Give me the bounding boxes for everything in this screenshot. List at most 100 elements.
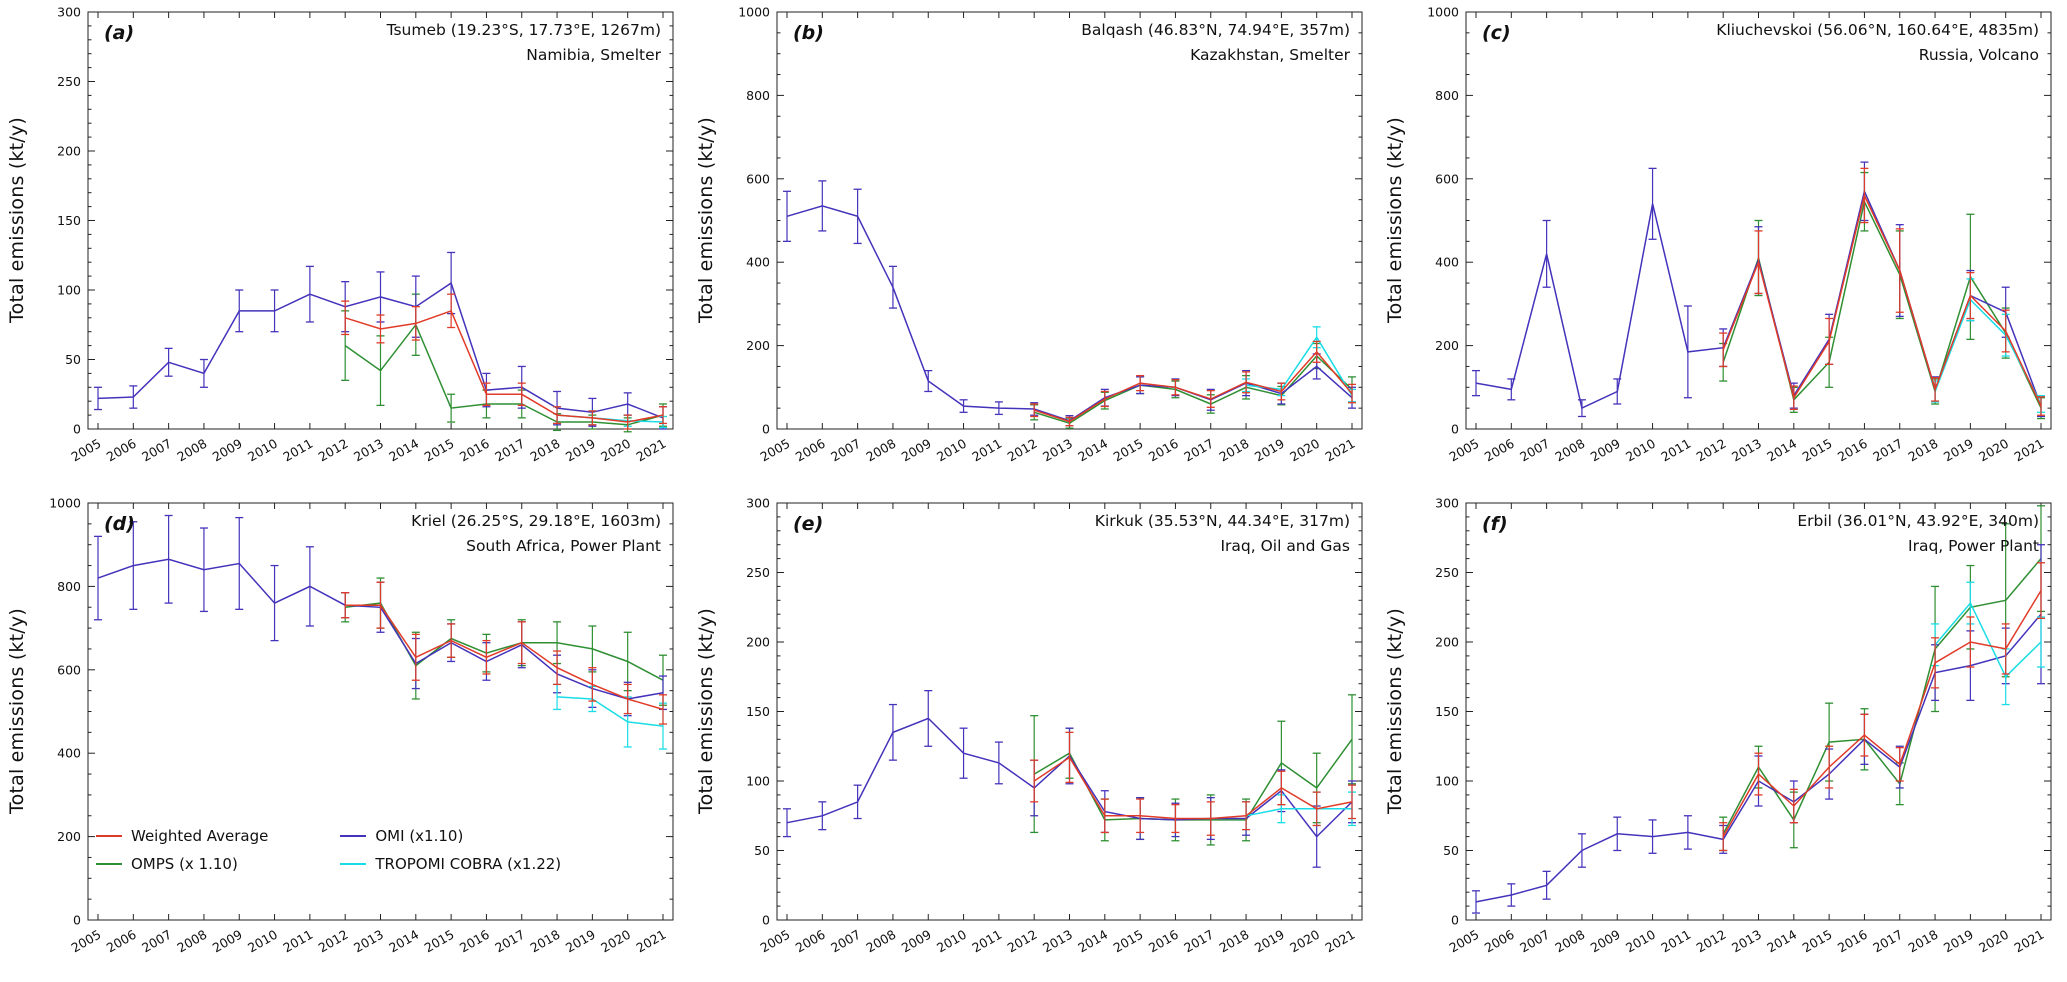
svg-text:2009: 2009 bbox=[210, 436, 245, 465]
svg-text:250: 250 bbox=[1435, 565, 1459, 580]
legend-label: OMI (x1.10) bbox=[375, 827, 464, 845]
svg-text:2011: 2011 bbox=[280, 927, 315, 956]
svg-text:2007: 2007 bbox=[828, 436, 863, 465]
svg-text:2005: 2005 bbox=[68, 436, 103, 465]
svg-text:2014: 2014 bbox=[386, 436, 421, 465]
svg-text:2014: 2014 bbox=[1075, 927, 1110, 956]
legend-label: OMPS (x 1.10) bbox=[131, 855, 238, 873]
site-name: Tsumeb (19.23°S, 17.73°E, 1267m) bbox=[386, 21, 661, 39]
svg-text:2017: 2017 bbox=[1870, 436, 1905, 465]
svg-text:2014: 2014 bbox=[1075, 436, 1110, 465]
svg-text:2015: 2015 bbox=[1111, 927, 1146, 956]
legend: Weighted Average OMPS (x 1.10) OMI (x1.1… bbox=[96, 827, 561, 873]
svg-text:2005: 2005 bbox=[757, 927, 792, 956]
svg-text:200: 200 bbox=[1435, 635, 1459, 650]
svg-text:2007: 2007 bbox=[1517, 927, 1552, 956]
svg-text:100: 100 bbox=[746, 774, 770, 789]
svg-text:50: 50 bbox=[65, 352, 81, 367]
svg-text:2010: 2010 bbox=[245, 436, 280, 465]
site-type: South Africa, Power Plant bbox=[466, 536, 661, 555]
svg-text:2006: 2006 bbox=[793, 436, 828, 465]
site-type: Namibia, Smelter bbox=[526, 45, 661, 64]
svg-text:2018: 2018 bbox=[528, 927, 563, 956]
svg-text:0: 0 bbox=[73, 422, 81, 437]
svg-text:100: 100 bbox=[57, 283, 81, 298]
panel-title: Balqash (46.83°N, 74.94°E, 357m) Kazakhs… bbox=[1081, 18, 1350, 68]
svg-text:0: 0 bbox=[1451, 422, 1459, 437]
svg-text:2013: 2013 bbox=[1040, 436, 1075, 465]
svg-text:2010: 2010 bbox=[245, 927, 280, 956]
panel-title: Erbil (36.01°N, 43.92°E, 340m) Iraq, Pow… bbox=[1797, 509, 2039, 559]
site-name: Kirkuk (35.53°N, 44.34°E, 317m) bbox=[1094, 512, 1350, 530]
svg-text:2008: 2008 bbox=[863, 927, 898, 956]
legend-item-tropomi-cobra: TROPOMI COBRA (x1.22) bbox=[340, 855, 561, 873]
svg-text:2007: 2007 bbox=[139, 436, 174, 465]
svg-text:2011: 2011 bbox=[969, 436, 1004, 465]
svg-text:600: 600 bbox=[57, 662, 81, 677]
svg-text:200: 200 bbox=[57, 144, 81, 159]
svg-text:2010: 2010 bbox=[1623, 927, 1658, 956]
site-name: Kriel (26.25°S, 29.18°E, 1603m) bbox=[411, 512, 661, 530]
site-type: Russia, Volcano bbox=[1918, 45, 2039, 64]
svg-text:2019: 2019 bbox=[563, 436, 598, 465]
svg-text:0: 0 bbox=[762, 913, 770, 928]
svg-text:2016: 2016 bbox=[457, 436, 492, 465]
svg-text:2013: 2013 bbox=[351, 927, 386, 956]
svg-text:2011: 2011 bbox=[1658, 436, 1693, 465]
legend-label: TROPOMI COBRA (x1.22) bbox=[375, 855, 562, 873]
legend-item-omi: OMI (x1.10) bbox=[340, 827, 561, 845]
svg-text:2011: 2011 bbox=[1658, 927, 1693, 956]
svg-text:2015: 2015 bbox=[422, 927, 457, 956]
panel-letter: (b) bbox=[793, 22, 824, 44]
svg-text:2010: 2010 bbox=[934, 927, 969, 956]
svg-text:2011: 2011 bbox=[280, 436, 315, 465]
svg-text:2020: 2020 bbox=[1287, 436, 1322, 465]
svg-text:2016: 2016 bbox=[1835, 927, 1870, 956]
svg-text:2020: 2020 bbox=[598, 927, 633, 956]
panel-title: Kliuchevskoi (56.06°N, 160.64°E, 4835m) … bbox=[1716, 18, 2039, 68]
panel-e: 0 50 100 150 200 250 300 2005 2006 2007 2008 2009 20… bbox=[689, 491, 1378, 982]
svg-text:2010: 2010 bbox=[934, 436, 969, 465]
omi-line-swatch bbox=[340, 835, 367, 837]
svg-text:400: 400 bbox=[57, 746, 81, 761]
svg-text:2009: 2009 bbox=[210, 927, 245, 956]
svg-text:2009: 2009 bbox=[899, 436, 934, 465]
svg-text:2019: 2019 bbox=[563, 927, 598, 956]
svg-text:2012: 2012 bbox=[1694, 927, 1729, 956]
svg-text:2018: 2018 bbox=[1906, 436, 1941, 465]
svg-text:50: 50 bbox=[754, 843, 770, 858]
svg-text:250: 250 bbox=[746, 565, 770, 580]
svg-text:2015: 2015 bbox=[422, 436, 457, 465]
y-axis-label: Total emissions (kt/y) bbox=[1384, 608, 1406, 814]
site-type: Kazakhstan, Smelter bbox=[1190, 45, 1350, 64]
svg-text:0: 0 bbox=[1451, 913, 1459, 928]
svg-text:2011: 2011 bbox=[969, 927, 1004, 956]
svg-text:2020: 2020 bbox=[598, 436, 633, 465]
svg-text:2014: 2014 bbox=[1764, 927, 1799, 956]
legend-item-omps: OMPS (x 1.10) bbox=[96, 855, 268, 873]
svg-text:2020: 2020 bbox=[1976, 927, 2011, 956]
svg-text:2018: 2018 bbox=[1906, 927, 1941, 956]
tropomi-cobra-line-swatch bbox=[340, 863, 367, 865]
site-name: Kliuchevskoi (56.06°N, 160.64°E, 4835m) bbox=[1716, 21, 2039, 39]
svg-text:400: 400 bbox=[1435, 255, 1459, 270]
svg-text:0: 0 bbox=[762, 422, 770, 437]
svg-text:2013: 2013 bbox=[1729, 436, 1764, 465]
svg-text:2021: 2021 bbox=[2011, 927, 2046, 956]
svg-text:1000: 1000 bbox=[738, 5, 770, 20]
svg-text:2008: 2008 bbox=[174, 436, 209, 465]
panel-b: 0 200 400 600 800 1000 2005 2006 2007 2008 2009 201… bbox=[689, 0, 1378, 491]
svg-text:2012: 2012 bbox=[316, 436, 351, 465]
svg-text:2006: 2006 bbox=[104, 436, 139, 465]
svg-text:2006: 2006 bbox=[104, 927, 139, 956]
panel-title: Kirkuk (35.53°N, 44.34°E, 317m) Iraq, Oi… bbox=[1095, 509, 1350, 559]
svg-text:2019: 2019 bbox=[1252, 927, 1287, 956]
svg-text:150: 150 bbox=[57, 213, 81, 228]
weighted-average-line-swatch bbox=[96, 835, 122, 837]
site-type: Iraq, Oil and Gas bbox=[1220, 536, 1350, 555]
svg-text:2021: 2021 bbox=[1322, 436, 1357, 465]
svg-text:2017: 2017 bbox=[1870, 927, 1905, 956]
svg-text:2007: 2007 bbox=[828, 927, 863, 956]
